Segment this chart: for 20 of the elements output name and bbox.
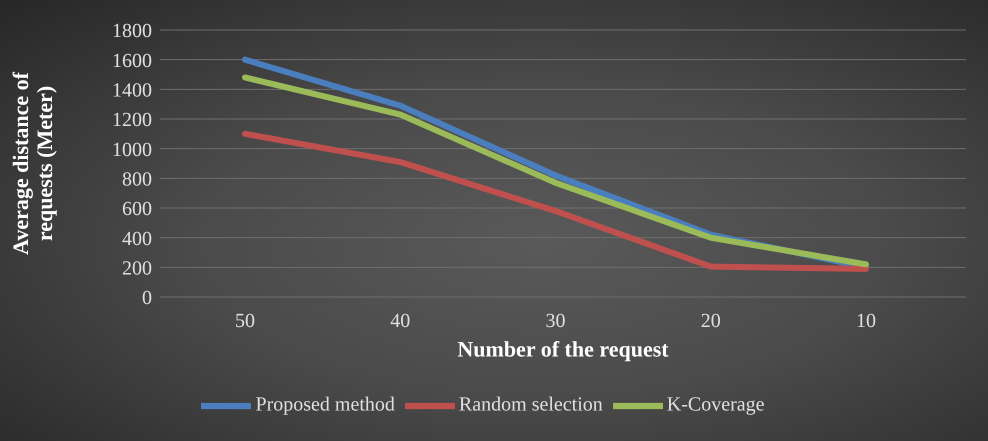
x-tick-label: 20 — [700, 310, 721, 332]
y-axis-title: Average distance of requests (Meter) — [8, 71, 57, 255]
y-tick-label: 1800 — [112, 20, 152, 42]
legend-label: K-Coverage — [666, 394, 765, 416]
y-tick-label: 400 — [122, 228, 152, 250]
x-tick-label: 10 — [856, 310, 876, 332]
legend-label: Proposed method — [255, 394, 395, 416]
y-tick-label: 1200 — [112, 109, 152, 132]
x-axis-title: Number of the request — [457, 336, 670, 362]
x-tick-label: 30 — [546, 310, 566, 332]
y-tick-label: 1400 — [112, 79, 152, 102]
x-tick-label: 40 — [390, 310, 410, 332]
y-tick-label: 0 — [142, 287, 152, 310]
y-tick-label: 200 — [122, 257, 152, 280]
legend-label: Random selection — [458, 394, 603, 416]
y-tick-label: 1600 — [112, 50, 152, 72]
y-tick-label: 1000 — [112, 138, 152, 161]
x-tick-label: 50 — [235, 310, 255, 332]
y-tick-label: 600 — [122, 198, 152, 220]
y-tick-label: 800 — [122, 168, 152, 190]
